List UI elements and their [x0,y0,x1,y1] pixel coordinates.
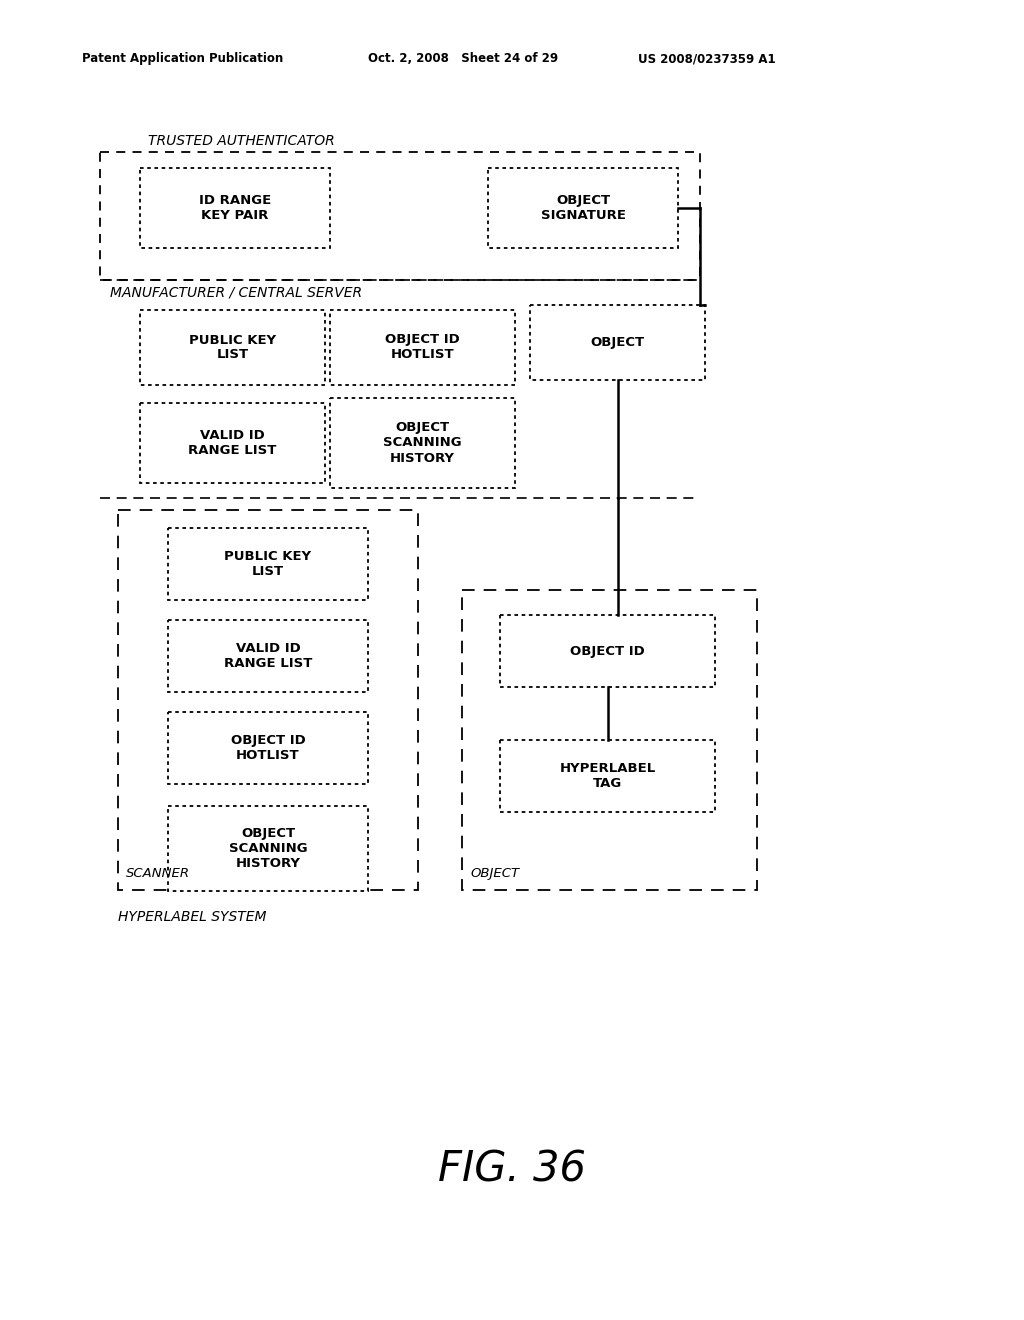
Text: PUBLIC KEY
LIST: PUBLIC KEY LIST [189,334,276,362]
Bar [330,399,515,488]
Text: ID RANGE
KEY PAIR: ID RANGE KEY PAIR [199,194,271,222]
Text: MANUFACTURER / CENTRAL SERVER: MANUFACTURER / CENTRAL SERVER [110,286,362,300]
Text: HYPERLABEL
TAG: HYPERLABEL TAG [559,762,655,789]
Bar [500,615,715,686]
Bar [118,510,418,890]
Text: PUBLIC KEY
LIST: PUBLIC KEY LIST [224,550,311,578]
Text: OBJECT: OBJECT [470,867,519,880]
Bar [168,620,368,692]
Text: VALID ID
RANGE LIST: VALID ID RANGE LIST [188,429,276,457]
Text: TRUSTED AUTHENTICATOR: TRUSTED AUTHENTICATOR [148,135,335,148]
Bar [488,168,678,248]
Bar [330,310,515,385]
Bar [530,305,705,380]
Text: Patent Application Publication: Patent Application Publication [82,51,284,65]
Bar [462,590,757,890]
Text: Oct. 2, 2008   Sheet 24 of 29: Oct. 2, 2008 Sheet 24 of 29 [368,51,558,65]
Bar [168,807,368,891]
Text: OBJECT: OBJECT [591,337,644,348]
Bar [140,310,325,385]
Bar [100,152,700,280]
Text: OBJECT ID: OBJECT ID [570,644,645,657]
Text: US 2008/0237359 A1: US 2008/0237359 A1 [638,51,775,65]
Bar [140,168,330,248]
Bar [168,528,368,601]
Bar [168,711,368,784]
Bar [140,403,325,483]
Text: FIG. 36: FIG. 36 [438,1148,586,1191]
Text: OBJECT ID
HOTLIST: OBJECT ID HOTLIST [385,334,460,362]
Text: OBJECT ID
HOTLIST: OBJECT ID HOTLIST [230,734,305,762]
Text: VALID ID
RANGE LIST: VALID ID RANGE LIST [224,642,312,671]
Text: OBJECT
SCANNING
HISTORY: OBJECT SCANNING HISTORY [228,828,307,870]
Text: SCANNER: SCANNER [126,867,190,880]
Text: OBJECT
SIGNATURE: OBJECT SIGNATURE [541,194,626,222]
Text: OBJECT
SCANNING
HISTORY: OBJECT SCANNING HISTORY [383,421,462,465]
Text: HYPERLABEL SYSTEM: HYPERLABEL SYSTEM [118,909,266,924]
Bar [500,741,715,812]
